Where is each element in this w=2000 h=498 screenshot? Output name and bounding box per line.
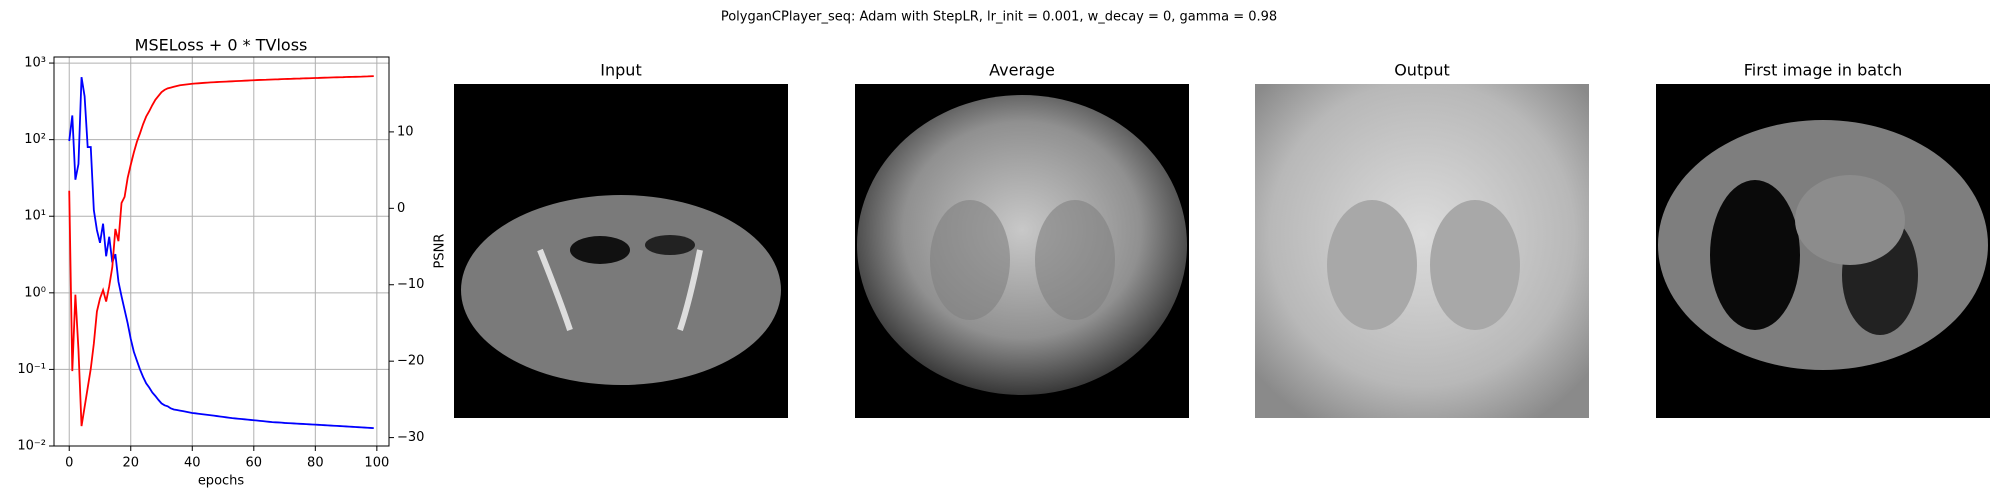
y-tick-label: 10⁰ — [24, 285, 46, 300]
x-tick-label: 80 — [307, 456, 324, 471]
image-panel: First image in batch — [1656, 61, 1990, 418]
x-tick-label: 20 — [122, 456, 139, 471]
x-tick-label: 0 — [65, 456, 73, 471]
y2-tick-label: 10 — [397, 124, 414, 139]
image-title: First image in batch — [1744, 61, 1903, 80]
image-content — [1430, 200, 1520, 330]
y2-tick-label: 0 — [397, 201, 405, 216]
image-content — [645, 235, 695, 255]
image-title: Output — [1394, 61, 1450, 80]
y-tick-label: 10³ — [24, 56, 46, 71]
image-content — [1035, 200, 1115, 320]
x-tick-label: 100 — [364, 456, 389, 471]
image-content — [537, 248, 703, 331]
y2-tick-label: −30 — [397, 430, 424, 445]
image-content — [1327, 200, 1417, 330]
image-content — [857, 95, 1187, 395]
y-tick-label: 10⁻¹ — [17, 362, 46, 377]
image-content — [461, 195, 781, 385]
image-title: Input — [600, 61, 641, 80]
image-content — [1710, 180, 1800, 330]
plot-frame — [53, 56, 390, 447]
y2-tick-label: −10 — [397, 277, 424, 292]
suptitle: PolyganCPlayer_seq: Adam with StepLR, lr… — [721, 10, 1277, 25]
image-content — [1795, 175, 1905, 265]
image-panel: Output — [1255, 61, 1589, 418]
x-tick-label: 40 — [184, 456, 201, 471]
x-tick-label: 60 — [246, 456, 263, 471]
y2-axis-label: PSNR — [433, 234, 448, 269]
image-panel: Average — [855, 61, 1189, 418]
y-tick-label: 10² — [24, 132, 46, 147]
image — [1255, 84, 1589, 418]
line — [68, 76, 374, 430]
line — [68, 75, 374, 427]
image-panel: Input — [454, 61, 788, 418]
chart-title: MSELoss + 0 * TVloss — [135, 36, 308, 55]
y-tick-label: 10⁻² — [17, 439, 46, 454]
image-content — [570, 236, 630, 264]
y2-tick-label: −20 — [397, 354, 424, 369]
y-tick-label: 10¹ — [24, 209, 46, 224]
image-content — [930, 200, 1010, 320]
x-axis-label: epochs — [198, 474, 245, 489]
image-title: Average — [989, 61, 1055, 80]
